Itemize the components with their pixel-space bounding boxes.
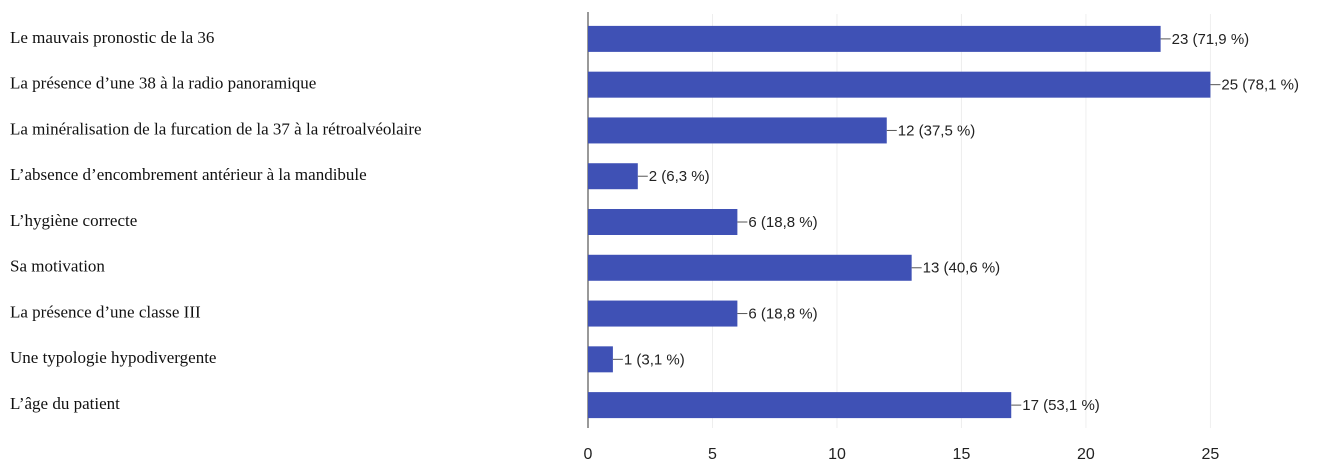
bar <box>588 346 613 373</box>
category-label: L’absence d’encombrement antérieur à la … <box>10 165 367 184</box>
value-label: 2 (6,3 %) <box>649 168 710 185</box>
value-label: 23 (71,9 %) <box>1172 31 1250 48</box>
value-label: 25 (78,1 %) <box>1221 77 1299 94</box>
value-label: 13 (40,6 %) <box>923 260 1001 277</box>
value-label: 12 (37,5 %) <box>898 122 976 139</box>
x-tick-label: 0 <box>584 446 593 463</box>
x-tick-label: 5 <box>708 446 717 463</box>
x-tick-label: 20 <box>1077 446 1095 463</box>
value-label: 1 (3,1 %) <box>624 351 685 368</box>
bar <box>588 392 1012 419</box>
category-label: Le mauvais pronostic de la 36 <box>10 28 214 47</box>
category-label: La minéralisation de la furcation de la … <box>10 119 422 138</box>
x-tick-label: 10 <box>828 446 846 463</box>
bar <box>588 25 1161 52</box>
value-label: 6 (18,8 %) <box>748 306 817 323</box>
value-label: 6 (18,8 %) <box>748 214 817 231</box>
category-label: La présence d’une 38 à la radio panorami… <box>10 74 316 93</box>
x-tick-label: 15 <box>953 446 971 463</box>
bar <box>588 209 738 235</box>
bar <box>588 117 887 144</box>
category-label: Une typologie hypodivergente <box>10 348 216 367</box>
category-label: L’hygiène correcte <box>10 211 137 230</box>
x-tick-label: 25 <box>1202 446 1220 463</box>
value-label: 17 (53,1 %) <box>1022 397 1100 414</box>
category-label: Sa motivation <box>10 257 105 276</box>
category-label: La présence d’une classe III <box>10 302 201 321</box>
bar <box>588 163 638 190</box>
bar <box>588 71 1211 98</box>
bar <box>588 254 912 281</box>
bar <box>588 300 738 327</box>
category-label: L’âge du patient <box>10 394 120 413</box>
